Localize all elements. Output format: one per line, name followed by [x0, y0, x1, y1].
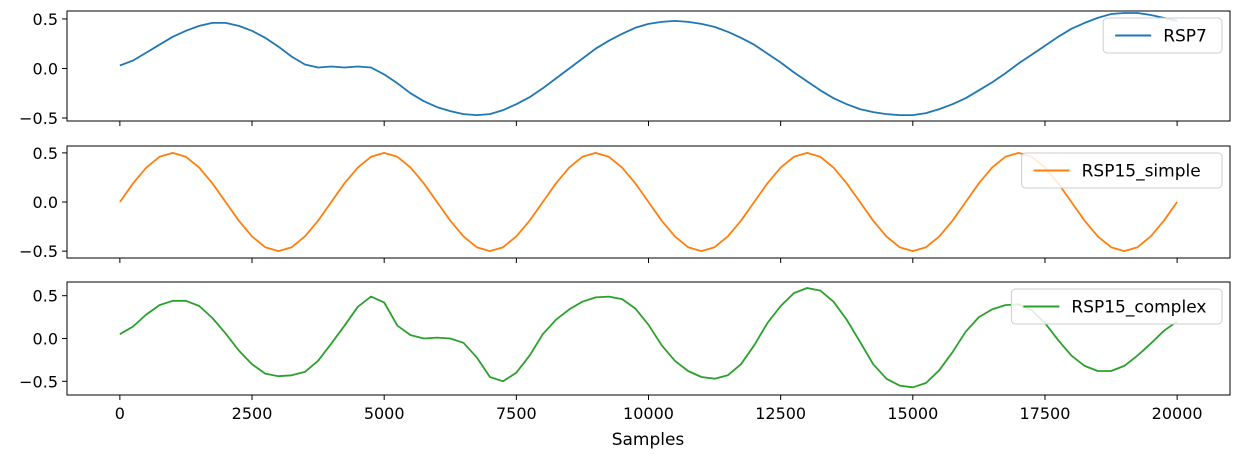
x-tick-label: 5000 [364, 404, 405, 423]
y-tick-label: 0.5 [33, 10, 58, 29]
legend: RSP15_complex [1010, 288, 1223, 325]
x-tick-label: 0 [115, 404, 125, 423]
y-tick-label: 0.0 [33, 59, 58, 78]
x-tick-label: 7500 [496, 404, 537, 423]
x-tick-label: 17500 [1020, 404, 1071, 423]
y-tick-label: −0.5 [19, 109, 58, 128]
rsp15-complex-line [119, 287, 1178, 389]
x-tick-label: 20000 [1152, 404, 1203, 423]
legend-box [1021, 152, 1223, 189]
legend-label: RSP15_simple [1082, 162, 1201, 182]
rsp7-line [119, 12, 1178, 116]
y-tick-label: 0.0 [33, 330, 58, 349]
y-tick-label: 0.0 [33, 193, 58, 212]
legend: RSP7 [1102, 17, 1223, 54]
y-tick-label: 0.5 [33, 144, 58, 163]
x-tick-label: 10000 [623, 404, 674, 423]
y-tick-label: −0.5 [19, 242, 58, 261]
rsp15-complex-panel: −0.5 0.0 0.5 0 2500 5000 7500 10000 12500 15000 17… [19, 281, 1231, 423]
x-axis-label: Samples [612, 430, 685, 450]
legend-box [1010, 288, 1223, 325]
legend-label: RSP15_complex [1071, 298, 1206, 318]
rsp15-simple-line [119, 151, 1178, 253]
legend: RSP15_simple [1021, 152, 1223, 189]
x-tick-label: 12500 [755, 404, 806, 423]
rsp7-panel: −0.5 0.0 0.5 RSP7 [19, 10, 1231, 128]
rsp15-simple-panel: −0.5 0.0 0.5 RSP15_simple [19, 144, 1231, 263]
y-tick-label: 0.5 [33, 287, 58, 306]
legend-box [1102, 17, 1223, 54]
x-tick-label: 2500 [232, 404, 273, 423]
y-tick-label: −0.5 [19, 372, 58, 391]
legend-label: RSP7 [1163, 27, 1207, 47]
x-tick-label: 15000 [887, 404, 938, 423]
